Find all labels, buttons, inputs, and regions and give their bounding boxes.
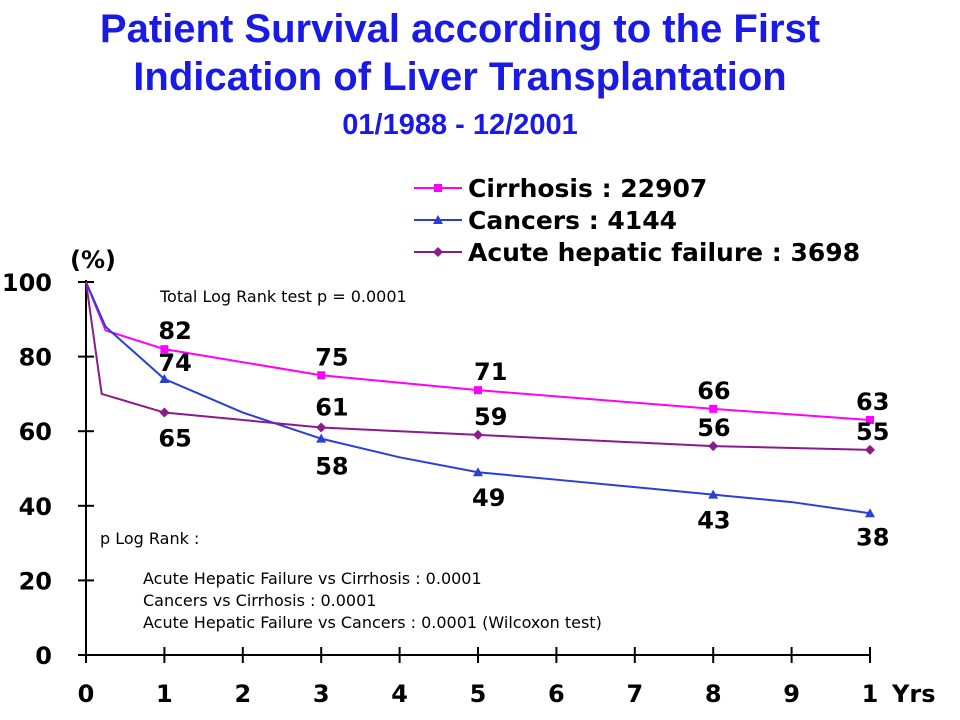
marker-triangle <box>316 433 327 443</box>
marker-square <box>160 345 169 354</box>
data-label-cirrhosis: 63 <box>856 388 889 416</box>
data-label-cirrhosis: 71 <box>474 358 507 386</box>
marker-triangle <box>865 508 875 518</box>
data-label-acute-hepatic-failure: 56 <box>697 414 730 442</box>
marker-triangle <box>473 467 483 477</box>
x-axis-unit: Yrs <box>891 680 936 708</box>
data-label-cancers: 49 <box>472 484 505 512</box>
data-label-acute-hepatic-failure: 61 <box>315 393 348 421</box>
data-label-cirrhosis: 82 <box>158 317 191 345</box>
legend: Cirrhosis : 22907 Cancers : 4144 Acute hep… <box>414 174 860 267</box>
x-tick-label: 2 <box>234 680 251 708</box>
x-tick-label: 8 <box>705 680 722 708</box>
marker-triangle <box>433 215 443 224</box>
y-tick-label: 60 <box>19 418 52 446</box>
legend-label-acute-hepatic-failure: Acute hepatic failure : 3698 <box>468 238 860 267</box>
data-labels-layer: 82 75 71 66 63 74 58 49 43 38 65 61 59 56 55 <box>158 317 889 551</box>
marker-square <box>317 371 326 380</box>
marker-diamond <box>433 247 443 257</box>
legend-label-cirrhosis: Cirrhosis : 22907 <box>468 174 707 203</box>
x-tick-label: 6 <box>548 680 565 708</box>
y-tick-label: 40 <box>19 493 52 521</box>
p-log-rank-header: p Log Rank : <box>100 529 199 548</box>
chart-subtitle: 01/1988 - 12/2001 <box>342 109 578 141</box>
x-tick-label: 1 <box>862 680 879 708</box>
y-tick-label: 0 <box>35 642 52 670</box>
data-label-acute-hepatic-failure: 59 <box>474 403 507 431</box>
marker-square <box>866 416 874 425</box>
data-label-acute-hepatic-failure: 65 <box>158 425 191 453</box>
marker-square <box>709 404 718 413</box>
y-axis-label: (%) <box>70 246 116 274</box>
comparison-text: Acute Hepatic Failure vs Cirrhosis : 0.0… <box>143 569 482 588</box>
annotations: Total Log Rank test p = 0.0001 p Log Rank… <box>100 287 602 632</box>
chart-title-line-2: Indication of Liver Transplantation <box>133 55 787 99</box>
chart-title-line-1: Patient Survival according to the First <box>99 7 821 51</box>
legend-label-cancers: Cancers : 4144 <box>468 206 677 235</box>
comparison-text: Acute Hepatic Failure vs Cancers : 0.000… <box>143 613 602 632</box>
comparison-text: Cancers vs Cirrhosis : 0.0001 <box>143 591 376 610</box>
marker-triangle <box>708 489 719 499</box>
total-log-rank-text: Total Log Rank test p = 0.0001 <box>159 287 407 306</box>
marker-diamond <box>316 422 327 433</box>
data-label-cancers: 74 <box>158 349 191 377</box>
x-tick-label: 5 <box>470 680 487 708</box>
x-tick-label: 1 <box>156 680 173 708</box>
x-tick-label: 4 <box>391 680 408 708</box>
marker-diamond <box>159 407 170 418</box>
data-label-acute-hepatic-failure: 55 <box>856 418 889 446</box>
marker-diamond <box>473 429 483 440</box>
x-tick-label: 3 <box>313 680 330 708</box>
data-label-cancers: 58 <box>315 453 348 481</box>
y-tick-label: 100 <box>2 269 52 297</box>
marker-square <box>434 184 442 192</box>
series-layer <box>85 281 875 518</box>
data-label-cirrhosis: 66 <box>697 377 730 405</box>
y-tick-label: 20 <box>19 567 52 595</box>
data-label-cirrhosis: 75 <box>315 343 348 371</box>
y-tick-label: 80 <box>19 344 52 372</box>
marker-square <box>474 386 482 395</box>
marker-diamond <box>865 444 875 455</box>
x-tick-label: 9 <box>783 680 800 708</box>
x-tick-label: 7 <box>626 680 643 708</box>
data-label-cancers: 43 <box>697 507 730 535</box>
marker-triangle <box>159 373 170 383</box>
series-line-cancers <box>85 281 871 515</box>
data-label-cancers: 38 <box>856 523 889 551</box>
marker-diamond <box>708 441 719 452</box>
x-tick-label: 0 <box>78 680 95 708</box>
